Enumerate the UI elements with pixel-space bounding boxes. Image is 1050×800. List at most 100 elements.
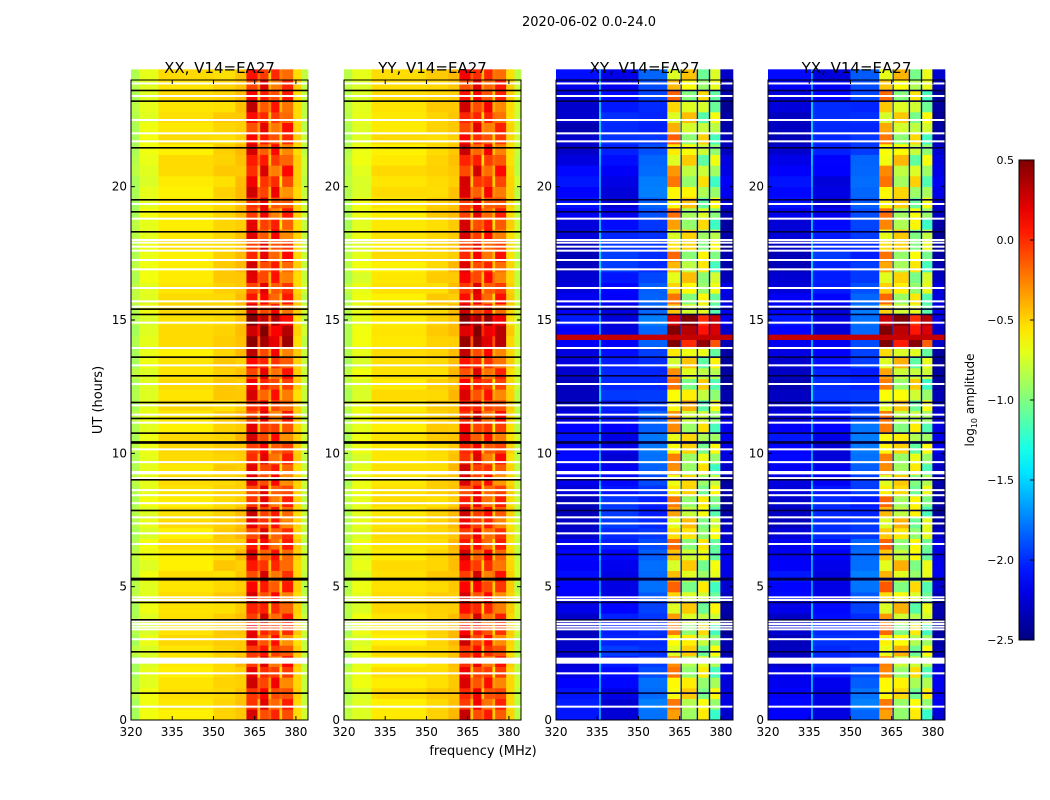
heatmap-cell [481, 613, 485, 625]
heatmap-cell [893, 421, 910, 433]
heatmap-cell [492, 144, 496, 155]
heatmap-cell [680, 442, 683, 454]
heatmap-cell [213, 186, 236, 198]
heatmap-cell [371, 506, 427, 518]
heatmap-cell [282, 645, 294, 657]
heatmap-cell [131, 357, 140, 369]
flagged-row [768, 596, 945, 599]
heatmap-cell [352, 122, 372, 134]
heatmap-cell [812, 666, 851, 678]
heatmap-cell [235, 336, 247, 347]
heatmap-cell [495, 645, 507, 657]
heatmap-cell [481, 80, 485, 91]
dark-row [344, 100, 521, 102]
heatmap-cell [638, 176, 668, 187]
heatmap-cell [811, 229, 814, 241]
heatmap-cell [257, 69, 261, 81]
heatmap-cell [708, 154, 711, 166]
heatmap-cell [638, 197, 668, 209]
heatmap-cell [922, 154, 933, 166]
heatmap-cell [893, 186, 910, 198]
y-tick-label: 15 [325, 313, 340, 327]
heatmap-cell [448, 144, 460, 155]
heatmap-cell [514, 133, 522, 145]
heatmap-cell [812, 250, 851, 262]
heatmap-cell [667, 112, 681, 123]
heatmap-cell [352, 432, 372, 443]
x-tick-label: 335 [586, 725, 609, 739]
heatmap-cell [484, 453, 493, 465]
heatmap-cell [910, 80, 922, 91]
heatmap-cell [768, 154, 812, 166]
dark-row [556, 147, 733, 149]
heatmap-cell [139, 464, 159, 475]
flagged-row [768, 383, 945, 385]
heatmap-cell [257, 357, 261, 369]
heatmap-cell [681, 154, 698, 166]
heatmap-cell [879, 346, 893, 358]
dark-row [768, 509, 945, 512]
heatmap-cell [680, 176, 683, 187]
heatmap-cell [922, 677, 933, 689]
heatmap-cell [768, 176, 812, 187]
heatmap-cell [698, 69, 710, 81]
heatmap-cell [696, 208, 699, 219]
heatmap-cell [268, 133, 272, 145]
x-tick-label: 380 [284, 725, 307, 739]
heatmap-cell [246, 666, 258, 678]
heatmap-cell [213, 613, 236, 625]
heatmap-cell [708, 261, 711, 273]
heatmap-cell [506, 176, 515, 187]
heatmap-cell [131, 336, 140, 347]
heatmap-cell [600, 69, 639, 81]
heatmap-cell [293, 186, 302, 198]
heatmap-cell [426, 325, 449, 337]
heatmap-cell [908, 506, 911, 518]
heatmap-cell [481, 272, 485, 283]
heatmap-cell [638, 186, 668, 198]
heatmap-cell [599, 432, 602, 443]
flagged-row [556, 321, 733, 324]
dark-row [344, 417, 521, 420]
heatmap-cell [301, 613, 309, 625]
heatmap-cell [638, 314, 668, 326]
heatmap-cell [282, 677, 294, 689]
heatmap-cell [922, 336, 933, 347]
heatmap-cell [696, 560, 699, 571]
heatmap-cell [495, 80, 507, 91]
heatmap-cell [667, 570, 681, 582]
heatmap-cell [268, 261, 272, 273]
heatmap-cell [213, 218, 236, 230]
heatmap-cell [279, 453, 283, 465]
heatmap-cell [638, 410, 668, 422]
heatmap-cell [920, 154, 923, 166]
dark-row [768, 601, 945, 604]
heatmap-cell [473, 570, 482, 582]
heatmap-cell [879, 144, 893, 155]
heatmap-cell [139, 229, 159, 241]
flagged-row [131, 259, 308, 261]
heatmap-cell [279, 250, 283, 262]
heatmap-cell [599, 442, 602, 454]
heatmap-cell [812, 272, 851, 283]
heatmap-cell [271, 261, 280, 273]
heatmap-cell [158, 293, 214, 305]
heatmap-cell [260, 346, 269, 358]
heatmap-cell [260, 410, 269, 422]
flagged-row [344, 203, 521, 205]
flagged-row [131, 364, 308, 367]
dark-row [556, 577, 733, 580]
heatmap-cell [235, 432, 247, 443]
heatmap-cell [680, 453, 683, 465]
heatmap-cell [920, 464, 923, 475]
heatmap-cell [301, 144, 309, 155]
heatmap-cell [893, 506, 910, 518]
flagged-row [556, 249, 733, 252]
heatmap-cell [481, 325, 485, 337]
heatmap-cell [667, 101, 681, 113]
heatmap-cell [268, 442, 272, 454]
heatmap-cell [426, 432, 449, 443]
heatmap-cell [235, 240, 247, 251]
heatmap-cell [260, 464, 269, 475]
heatmap-cell [257, 101, 261, 113]
